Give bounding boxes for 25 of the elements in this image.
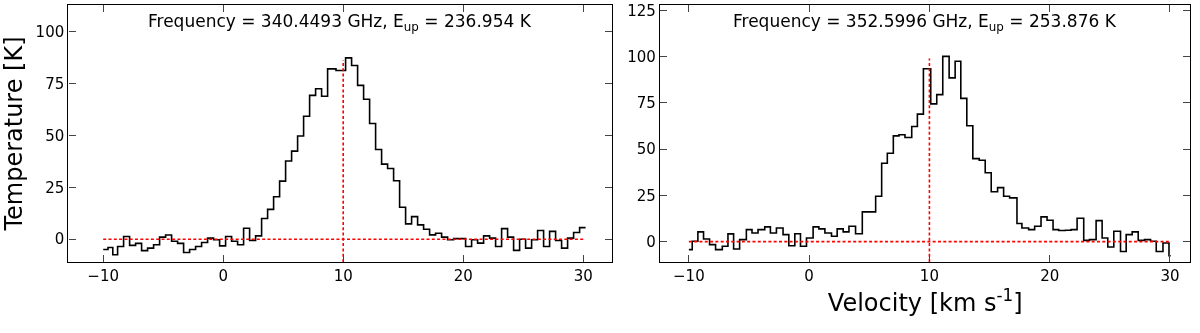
x-tick-label: 10 [333,267,353,286]
y-tick-label: 100 [627,48,656,67]
y-tick-label: 25 [636,186,656,205]
x-tick-label: 10 [919,267,939,286]
x-axis-title: Velocity [km s$^{-1}$] [827,285,1023,318]
x-tick-label: 0 [218,267,228,286]
y-tick-label: 0 [54,230,65,249]
x-tick-label: 0 [804,267,814,286]
x-tick-label: 20 [1040,267,1060,286]
x-tick-label: 30 [573,267,593,286]
y-tick-label: 50 [636,140,656,159]
y-tick-label: 125 [627,1,656,20]
x-tick-label: 30 [1160,267,1180,286]
y-axis-title: Temperature [K] [0,36,28,232]
y-tick-label: 75 [45,75,65,94]
y-tick-label: 0 [646,232,656,251]
x-tick-label: −10 [673,267,705,286]
x-tick-label: −10 [87,267,120,286]
y-tick-label: 25 [45,178,65,197]
y-tick-label: 50 [45,126,65,145]
y-tick-label: 75 [636,94,656,113]
annotation: Frequency = 340.4493 GHz, E$_{up}$ = 236.954 K [148,11,532,34]
x-tick-label: 20 [453,267,473,286]
y-tick-label: 100 [35,23,65,42]
annotation: Frequency = 352.5996 GHz, E$_{up}$ = 253.876 K [733,11,1117,34]
